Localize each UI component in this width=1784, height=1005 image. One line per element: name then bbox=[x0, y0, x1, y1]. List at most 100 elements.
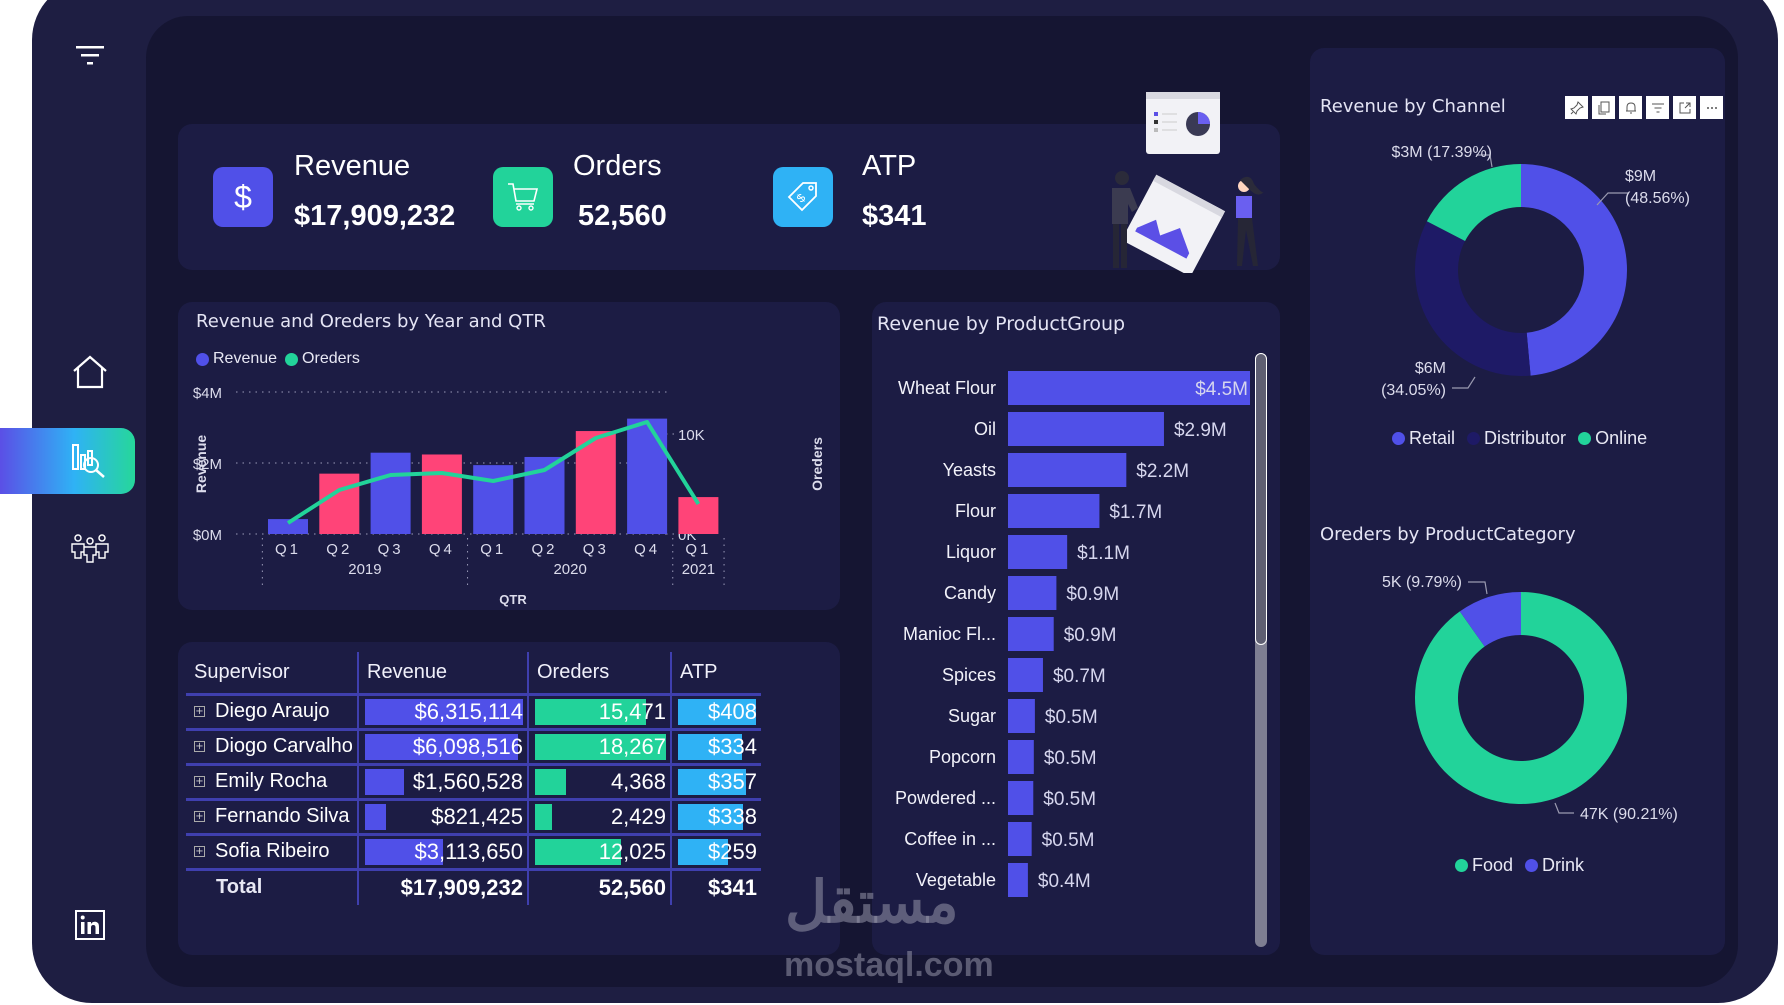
revenue-cell: $821,425 bbox=[357, 799, 528, 836]
expand-icon[interactable]: + bbox=[194, 776, 205, 788]
orders-cell: 18,267 bbox=[527, 729, 671, 766]
revenue-value: $1,560,528 bbox=[412, 768, 523, 794]
atp-data-bar bbox=[678, 768, 747, 795]
product-bar bbox=[1008, 371, 1250, 405]
filter-icon[interactable] bbox=[1646, 96, 1669, 119]
legend-orders-dot bbox=[285, 352, 299, 366]
filter-icon[interactable] bbox=[68, 34, 112, 78]
focus-mode-icon[interactable] bbox=[1673, 96, 1696, 119]
copy-icon[interactable] bbox=[1592, 96, 1615, 119]
legend-label[interactable]: Distributor bbox=[1484, 428, 1567, 448]
expand-icon[interactable]: + bbox=[194, 811, 205, 823]
product-bar bbox=[1008, 535, 1068, 569]
supervisor-cell: + Diogo Carvalho bbox=[186, 729, 358, 766]
donut-slice bbox=[1426, 164, 1521, 242]
atp-data-bar bbox=[678, 803, 743, 830]
revenue-data-bar bbox=[365, 803, 386, 830]
supervisor-cell: + Sofia Ribeiro bbox=[186, 834, 358, 871]
orders-cell: 15,471 bbox=[527, 694, 671, 731]
supervisor-cell: + Emily Rocha bbox=[186, 764, 358, 801]
product-bar bbox=[1008, 740, 1034, 774]
more-options-icon[interactable] bbox=[1700, 96, 1723, 119]
expand-icon[interactable]: + bbox=[194, 706, 205, 718]
data-label: $1.1M bbox=[1077, 543, 1130, 564]
atp-value: $334 bbox=[708, 733, 757, 759]
revenue-value: $6,098,516 bbox=[412, 733, 523, 759]
cart-icon bbox=[493, 167, 553, 227]
product-group-chart-panel bbox=[872, 302, 1280, 955]
col-header-revenue[interactable]: Revenue bbox=[357, 652, 528, 696]
col-header-atp[interactable]: ATP bbox=[670, 652, 761, 696]
atp-value: $357 bbox=[708, 768, 757, 794]
revenue-bar bbox=[370, 452, 411, 534]
category-label: Spices bbox=[942, 665, 996, 685]
kpi-atp-value: $341 bbox=[862, 200, 927, 232]
product-chart-scrollbar-thumb[interactable] bbox=[1255, 353, 1267, 645]
data-label: $0.9M bbox=[1064, 625, 1117, 646]
people-icon[interactable] bbox=[68, 527, 112, 571]
category-label: Coffee in ... bbox=[904, 829, 996, 849]
legend-label[interactable]: Online bbox=[1595, 428, 1648, 448]
svg-text:$: $ bbox=[234, 179, 252, 215]
supervisor-name: Emily Rocha bbox=[215, 770, 328, 792]
table-row[interactable]: + Fernando Silva $821,425 2,429 $338 bbox=[186, 799, 761, 836]
legend-label[interactable]: Retail bbox=[1409, 428, 1456, 448]
legend-label[interactable]: Drink bbox=[1542, 855, 1585, 875]
orders-cell: 4,368 bbox=[527, 764, 671, 801]
legend-dot bbox=[1578, 432, 1592, 445]
product-bar bbox=[1008, 412, 1164, 446]
legend-revenue-dot bbox=[196, 352, 209, 366]
expand-icon[interactable]: + bbox=[194, 741, 205, 753]
table-row[interactable]: + Emily Rocha $1,560,528 4,368 $357 bbox=[186, 764, 761, 801]
y-axis-title: Revenue bbox=[193, 435, 209, 494]
pin-icon[interactable] bbox=[1565, 96, 1588, 119]
x-tick-label: Q1 bbox=[275, 541, 301, 558]
data-label: $0.5M bbox=[1045, 707, 1098, 728]
leader-line bbox=[1596, 192, 1628, 206]
revenue-by-channel-chart: $9M (48.56%) $6M (34.05%) $3M (17.39%) bbox=[1381, 144, 1690, 399]
product-bar bbox=[1008, 494, 1100, 528]
supervisor-name: Fernando Silva bbox=[215, 805, 350, 827]
orders-by-category-chart: 47K (90.21%) 5K (9.79%) bbox=[1382, 574, 1678, 823]
legend-label[interactable]: Food bbox=[1472, 855, 1514, 875]
dollar-icon: $ bbox=[213, 167, 273, 227]
category-label: Vegetable bbox=[916, 870, 996, 890]
revenue-value: $6,315,114 bbox=[414, 698, 523, 724]
home-icon[interactable] bbox=[68, 350, 112, 394]
orders-value: 2,429 bbox=[610, 803, 666, 829]
atp-cell: $357 bbox=[670, 764, 761, 801]
revenue-bar bbox=[319, 473, 360, 534]
expand-icon[interactable]: + bbox=[194, 846, 205, 858]
legend-dot bbox=[1392, 432, 1405, 445]
supervisor-table: Supervisor Revenue Oreders ATP + Diego Ar… bbox=[186, 652, 761, 905]
revenue-data-bar bbox=[365, 768, 405, 795]
y-tick-label: $4M bbox=[193, 385, 222, 402]
orders-value: 4,368 bbox=[610, 768, 666, 794]
leader-line bbox=[1476, 154, 1493, 168]
product-bar bbox=[1008, 658, 1043, 692]
x-tick-label: Q1 bbox=[480, 541, 506, 558]
col-header-orders[interactable]: Oreders bbox=[527, 652, 671, 696]
data-label: (34.05%) bbox=[1381, 382, 1446, 399]
table-row[interactable]: + Diego Araujo $6,315,114 15,471 $408 bbox=[186, 694, 761, 731]
watermark-arabic: مستقل bbox=[785, 870, 961, 935]
sidebar-item-analytics[interactable] bbox=[0, 428, 135, 494]
legend-dot bbox=[1455, 859, 1468, 872]
col-header-supervisor[interactable]: Supervisor bbox=[186, 652, 358, 696]
kpi-card bbox=[178, 124, 1280, 270]
atp-cell: $338 bbox=[670, 799, 761, 836]
revenue-bar bbox=[473, 465, 514, 534]
bell-icon[interactable] bbox=[1619, 96, 1642, 119]
orders-value: 12,025 bbox=[598, 838, 666, 864]
category-label: Candy bbox=[944, 583, 996, 603]
linkedin-icon[interactable] bbox=[68, 903, 112, 947]
table-row[interactable]: + Diogo Carvalho $6,098,516 18,267 $334 bbox=[186, 729, 761, 766]
table-row[interactable]: + Sofia Ribeiro $3,113,650 12,025 $259 bbox=[186, 834, 761, 871]
product-bar bbox=[1008, 453, 1127, 487]
combo-chart-title: Revenue and Oreders by Year and QTR bbox=[196, 311, 546, 332]
leader-line bbox=[1452, 376, 1476, 389]
year-label: 2021 bbox=[682, 561, 715, 578]
product-bar bbox=[1008, 781, 1034, 815]
total-atp-cell: $341 bbox=[670, 869, 761, 905]
chart-search-icon[interactable] bbox=[68, 439, 112, 483]
